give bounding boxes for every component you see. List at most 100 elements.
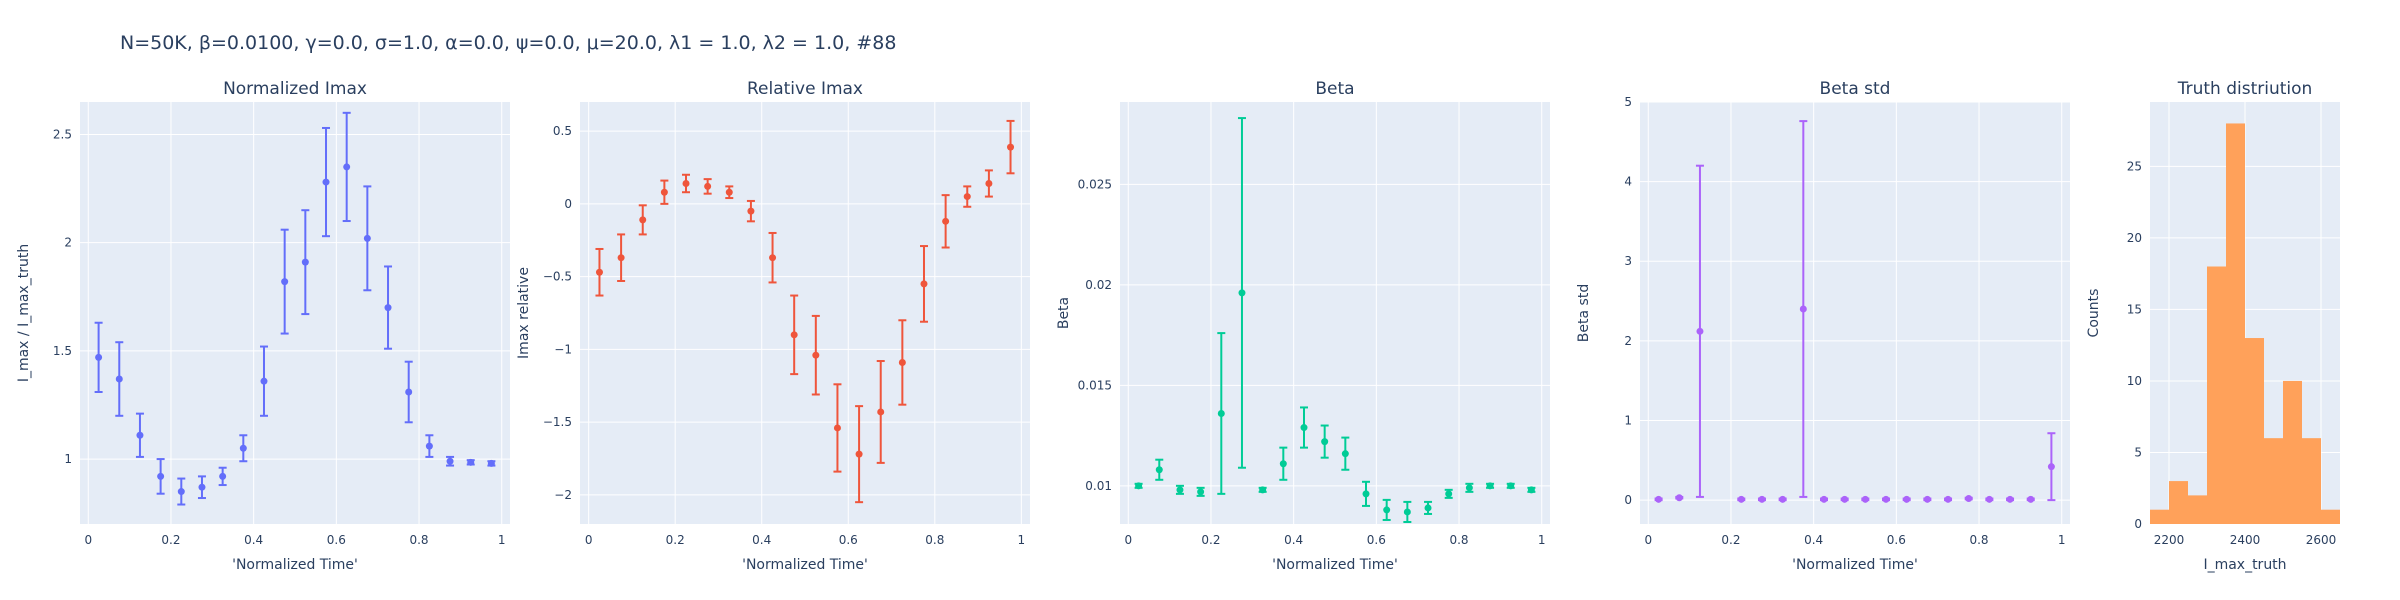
x-tick-label: 0 [585,533,593,547]
x-tick-label: 0.6 [1367,533,1386,547]
x-axis-label: 'Normalized Time' [742,557,868,573]
data-point [177,488,185,496]
data-point [1300,424,1308,432]
data-point [239,444,247,452]
data-point [1965,495,1973,503]
x-axis-label: 'Normalized Time' [232,557,358,573]
chart-title: Beta [1315,79,1354,99]
data-point [1341,450,1349,458]
data-point [725,188,733,196]
data-point [812,351,820,359]
x-axis-label: 'Normalized Time' [1792,557,1918,573]
y-tick-label: 0.025 [1078,177,1112,191]
x-tick-label: 0.4 [1284,533,1303,547]
chart-panel-2: 0 0.2 0.4 0.6 0.8 1 −2 −1.5 −1 −0.5 0 0.5 Relative I… [516,79,1030,573]
y-tick-label: 10 [2127,374,2142,388]
plot-area [580,102,1030,524]
data-point [1135,482,1143,490]
data-point [219,472,227,480]
data-point [1923,495,1931,503]
y-tick-label: 5 [2134,445,2142,459]
histogram-bar [2302,438,2321,524]
data-point [1675,494,1683,502]
data-point [1944,495,1952,503]
histogram-bar [2188,495,2207,524]
x-tick-label: 0.2 [1721,533,1740,547]
histogram-bar [2264,438,2283,524]
data-point [425,442,433,450]
data-point [1861,495,1869,503]
y-tick-label: 1 [1624,413,1632,427]
y-tick-label: 0.015 [1078,378,1112,392]
y-axis-label: I_max / I_max_truth [16,244,32,382]
data-point [704,182,712,190]
data-point [942,217,950,225]
data-point [1820,495,1828,503]
y-axis-label: Counts [2086,289,2102,338]
data-point [2047,463,2055,471]
data-point [1259,486,1267,494]
y-tick-label: 1.5 [53,344,72,358]
data-point [1758,495,1766,503]
data-point [1696,327,1704,335]
histogram-bar [2207,266,2226,524]
data-point [384,304,392,312]
chart-title: Truth distriution [2177,79,2313,99]
x-tick-label: 0.2 [161,533,180,547]
data-point [639,216,647,224]
data-point [1197,488,1205,496]
y-tick-label: 0.01 [1085,479,1112,493]
data-point [1882,495,1890,503]
y-tick-label: 15 [2127,302,2142,316]
chart-panel-5: 2200 2400 2600 0 5 10 15 20 25 Truth distriution I… [2086,79,2340,573]
data-point [898,358,906,366]
histogram-bar [2321,509,2340,524]
data-point [157,472,165,480]
data-point [833,424,841,432]
data-point [1424,504,1432,512]
y-tick-label: −2 [554,488,572,502]
y-tick-label: −1.5 [543,415,572,429]
data-point [1507,482,1515,490]
data-point [343,163,351,171]
plot-area [1120,102,1550,524]
data-point [1527,486,1535,494]
x-tick-label: 0.8 [409,533,428,547]
data-point [963,193,971,201]
x-axis-label: 'Normalized Time' [1272,557,1398,573]
data-point [855,450,863,458]
y-tick-label: 0.02 [1085,278,1112,292]
data-point [769,254,777,262]
y-tick-label: 1 [64,452,72,466]
x-tick-label: 0.6 [1887,533,1906,547]
x-tick-label: 1 [498,533,506,547]
chart-title: Normalized Imax [223,79,367,99]
chart-panel-3: 0 0.2 0.4 0.6 0.8 1 0.01 0.015 0.02 0.025 Beta 'Nor… [1056,79,1550,573]
data-point [446,457,454,465]
data-point [920,280,928,288]
data-point [1655,495,1663,503]
x-tick-label: 0 [1644,533,1652,547]
data-point [260,377,268,385]
x-tick-label: 0.4 [244,533,263,547]
data-point [985,179,993,187]
data-point [790,331,798,339]
data-point [487,459,495,467]
x-tick-label: 1 [1018,533,1026,547]
data-point [877,408,885,416]
histogram-bar [2245,338,2264,524]
data-point [747,207,755,215]
x-tick-label: 0.2 [1201,533,1220,547]
data-point [1779,495,1787,503]
histogram-bar [2226,123,2245,524]
chart-panel-1: 0 0.2 0.4 0.6 0.8 1 1 1.5 2 2.5 Normalized Imax 'No… [16,79,510,573]
data-point [1903,495,1911,503]
y-tick-label: 20 [2127,231,2142,245]
y-tick-label: 0 [1624,493,1632,507]
data-point [322,178,330,186]
data-point [1445,490,1453,498]
data-point [1841,495,1849,503]
data-point [1238,289,1246,297]
chart-title: Beta std [1820,79,1891,99]
